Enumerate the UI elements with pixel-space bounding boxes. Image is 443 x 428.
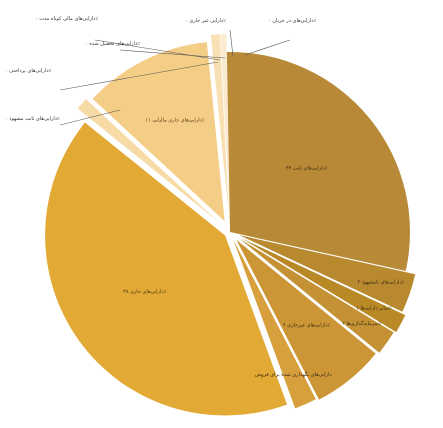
leader-line-2 <box>59 61 219 91</box>
pie-slice-5 <box>233 239 316 409</box>
slice-label-6: دارایی‌های جاری ۳۸٪ <box>123 289 167 295</box>
pie-slices <box>45 34 416 416</box>
slice-label-0: دارایی‌های ثابت ۴۴٪ <box>286 165 328 171</box>
leader-line-1 <box>119 49 226 59</box>
pie-slice-1 <box>239 235 416 312</box>
pie-slice-3 <box>239 238 394 353</box>
pie-slice-0 <box>226 52 411 272</box>
pie-slice-2 <box>242 238 406 333</box>
outer-label-2: دارایی‌های پرداختی ۰٪ <box>5 68 51 74</box>
pie-slice-7 <box>77 99 218 222</box>
leader-line-5 <box>244 39 291 56</box>
outer-labels: دارایی‌های مالی کوتاه مدت ۰٪ دارایی‌های ت… <box>5 16 317 126</box>
leader-line-0 <box>94 39 221 61</box>
outer-label-1: دارایی‌های تحصیل شده ۰٪ <box>85 41 140 47</box>
pie-slice-9 <box>210 34 229 215</box>
outer-label-0: دارایی‌های مالی کوتاه مدت ۰٪ <box>35 16 99 22</box>
slice-label-2: سایر دارایی‌ها ۱٪ <box>356 305 392 311</box>
slice-label-1: دارایی‌های نامشهود ۲٪ <box>357 279 404 285</box>
leader-line-3 <box>59 109 121 126</box>
leader-line-4 <box>229 29 234 57</box>
pie-slice-8 <box>92 42 225 222</box>
outer-label-5: دارایی‌های در جریان ۰٪ <box>268 18 317 24</box>
slice-label-4: دارایی‌های غیرجاری ۶٪ <box>283 322 331 328</box>
slice-label-5: دارایی‌های نگهداری شده برای فروش <box>255 371 332 378</box>
slice-label-8: دارایی‌های جاری مالیاتی ۱۱٪ <box>145 117 204 123</box>
outer-label-3: دارایی‌های ثابت مشهود ۰٪ <box>5 116 60 122</box>
pie-slice-6 <box>45 122 288 416</box>
pie-slice-4 <box>236 239 376 400</box>
pie-slice-10 <box>220 34 230 215</box>
slice-label-3: سرمایه‌گذاری‌ها ۲٪ <box>342 320 381 327</box>
slice-labels: دارایی‌های ثابت ۴۴٪ دارایی‌های نامشهود ۲٪… <box>123 117 405 378</box>
outer-label-4: دارایی غیر جاری ۰٪ <box>185 18 226 24</box>
